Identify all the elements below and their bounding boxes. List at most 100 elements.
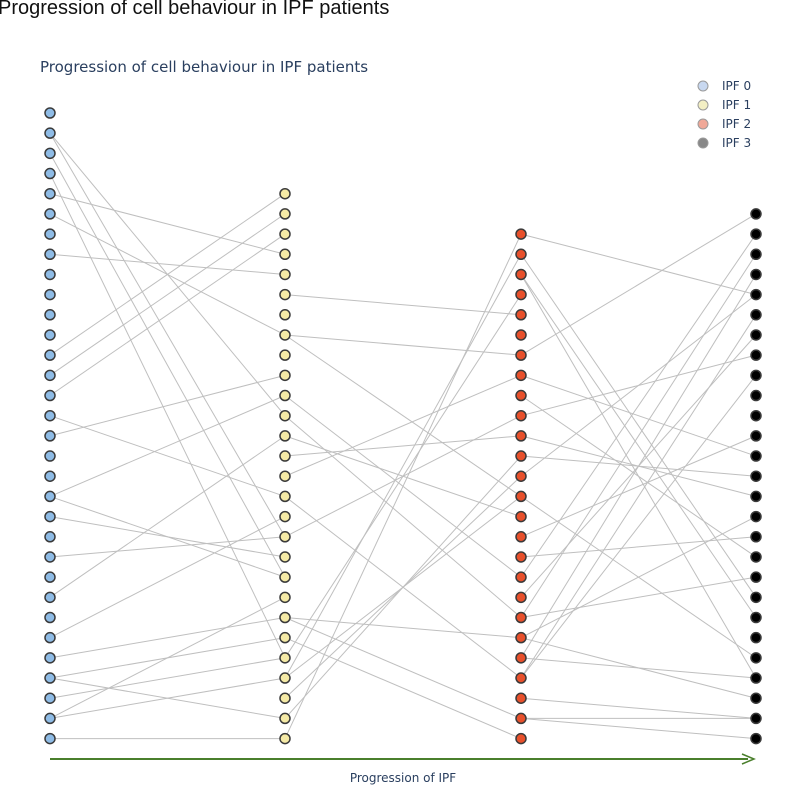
data-point-ipf-2 xyxy=(515,389,527,402)
data-point-ipf-2 xyxy=(515,631,527,644)
link-line xyxy=(49,677,286,719)
data-point-ipf-3 xyxy=(750,470,762,482)
data-point-ipf-3 xyxy=(750,490,762,503)
data-point-ipf-3 xyxy=(750,430,762,442)
data-point-ipf-2 xyxy=(515,712,527,725)
data-point-ipf-0 xyxy=(44,732,56,745)
link-line xyxy=(520,233,757,578)
data-point-ipf-2 xyxy=(515,329,527,341)
data-point-ipf-1 xyxy=(279,389,291,402)
link-line xyxy=(49,253,286,275)
data-point-ipf-3 xyxy=(750,531,762,543)
link-line xyxy=(49,193,286,356)
link-line xyxy=(49,374,286,437)
legend-item[interactable]: IPF 1 xyxy=(697,98,751,112)
link-line xyxy=(49,435,286,598)
data-point-ipf-1 xyxy=(279,208,291,220)
data-point-ipf-2 xyxy=(515,268,527,281)
data-point-ipf-2 xyxy=(515,430,527,442)
data-point-ipf-2 xyxy=(515,510,527,523)
data-point-ipf-3 xyxy=(750,551,762,563)
data-point-ipf-0 xyxy=(44,692,56,704)
link-line xyxy=(284,617,522,639)
link-line xyxy=(520,435,757,538)
legend-item[interactable]: IPF 3 xyxy=(697,136,751,150)
data-point-ipf-2 xyxy=(515,672,527,684)
link-line xyxy=(520,536,757,558)
data-point-ipf-0 xyxy=(44,389,56,402)
data-point-ipf-2 xyxy=(515,571,527,583)
data-point-ipf-1 xyxy=(279,692,291,704)
data-point-ipf-2 xyxy=(515,409,527,422)
data-point-ipf-1 xyxy=(279,288,291,301)
data-point-ipf-1 xyxy=(279,551,291,563)
data-point-ipf-1 xyxy=(279,329,291,341)
link-line xyxy=(520,717,757,740)
x-axis-label: Progression of IPF xyxy=(350,771,456,785)
data-point-ipf-2 xyxy=(515,652,527,664)
data-point-ipf-0 xyxy=(44,551,56,563)
link-line xyxy=(49,213,286,376)
data-point-ipf-2 xyxy=(515,611,527,624)
link-line xyxy=(284,637,522,740)
link-line xyxy=(520,697,757,719)
data-point-ipf-0 xyxy=(44,127,56,139)
data-point-ipf-2 xyxy=(515,228,527,240)
data-point-ipf-1 xyxy=(279,652,291,664)
link-line xyxy=(520,516,757,639)
legend-label: IPF 3 xyxy=(722,136,751,150)
link-line xyxy=(49,153,286,578)
data-point-ipf-0 xyxy=(44,652,56,664)
data-point-ipf-3 xyxy=(750,450,762,462)
data-point-ipf-3 xyxy=(750,571,762,583)
data-point-ipf-3 xyxy=(750,329,762,341)
data-point-ipf-0 xyxy=(44,450,56,462)
legend-swatch xyxy=(697,99,709,111)
data-point-ipf-3 xyxy=(750,510,762,523)
legend-item[interactable]: IPF 2 xyxy=(697,117,751,131)
links-layer xyxy=(49,132,757,740)
data-point-ipf-0 xyxy=(44,470,56,482)
data-point-ipf-0 xyxy=(44,208,56,220)
data-point-ipf-0 xyxy=(44,531,56,543)
legend-label: IPF 2 xyxy=(722,117,751,131)
data-point-ipf-0 xyxy=(44,631,56,644)
legend-swatch xyxy=(697,80,709,92)
link-line xyxy=(49,516,286,639)
data-point-ipf-0 xyxy=(44,349,56,361)
data-point-ipf-3 xyxy=(750,631,762,644)
link-line xyxy=(520,657,757,679)
link-line xyxy=(520,374,757,457)
data-point-ipf-1 xyxy=(279,490,291,503)
legend-item[interactable]: IPF 0 xyxy=(697,79,751,93)
data-point-ipf-3 xyxy=(750,268,762,281)
legend-label: IPF 1 xyxy=(722,98,751,112)
data-point-ipf-0 xyxy=(44,409,56,422)
data-point-ipf-0 xyxy=(44,228,56,240)
data-point-ipf-0 xyxy=(44,712,56,725)
data-point-ipf-3 xyxy=(750,288,762,301)
data-point-ipf-2 xyxy=(515,369,527,382)
link-line xyxy=(284,294,522,316)
data-point-ipf-0 xyxy=(44,147,56,160)
link-line xyxy=(284,334,522,356)
link-line xyxy=(284,254,522,679)
data-point-ipf-1 xyxy=(279,510,291,523)
data-point-ipf-3 xyxy=(750,309,762,321)
data-point-ipf-0 xyxy=(44,490,56,503)
link-line xyxy=(284,334,522,497)
data-point-ipf-3 xyxy=(750,409,762,422)
data-point-ipf-1 xyxy=(279,712,291,725)
markers-layer xyxy=(44,107,762,745)
link-line xyxy=(49,132,286,538)
data-point-ipf-0 xyxy=(44,591,56,604)
data-point-ipf-2 xyxy=(515,288,527,301)
link-line xyxy=(284,374,522,477)
link-line xyxy=(49,657,286,699)
data-point-ipf-2 xyxy=(515,531,527,543)
link-line xyxy=(49,596,286,719)
legend: IPF 0 IPF 1 IPF 2 IPF 3 xyxy=(697,79,751,150)
link-line xyxy=(284,294,522,659)
data-point-ipf-1 xyxy=(279,349,291,361)
data-point-ipf-2 xyxy=(515,551,527,563)
